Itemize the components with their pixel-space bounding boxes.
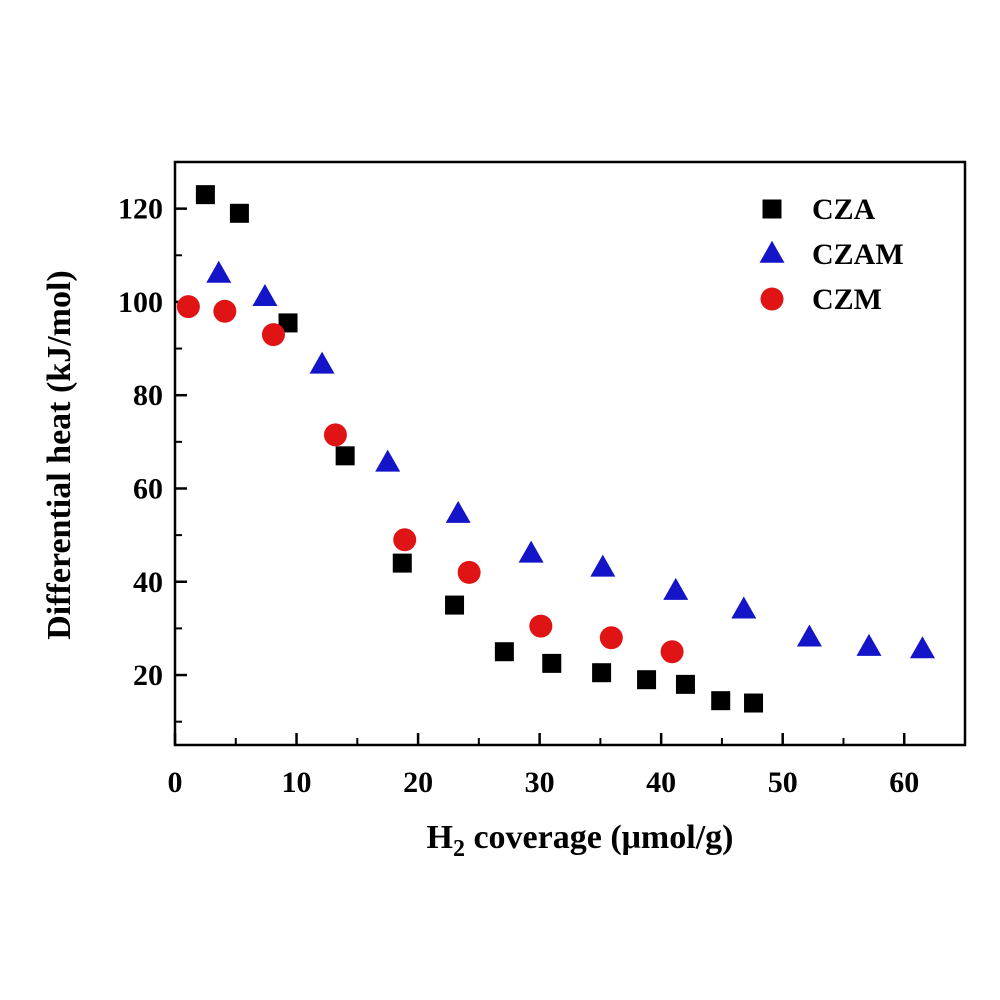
y-tick-label: 40 <box>133 566 163 599</box>
czam-point <box>445 500 471 523</box>
x-tick-label: 60 <box>889 766 919 799</box>
legend-label-cza: CZA <box>812 193 876 226</box>
czm-point <box>323 423 347 447</box>
x-axis: 0 10 20 30 40 50 60 <box>168 733 919 799</box>
czam-point <box>909 636 935 659</box>
cza-point <box>711 691 731 711</box>
x-tick-label: 20 <box>403 766 433 799</box>
czam-point <box>663 577 689 600</box>
czm-point <box>457 560 481 584</box>
x-axis-title: H2 coverage (μmol/g) <box>427 819 734 862</box>
cza-point <box>445 595 465 615</box>
czm-point <box>176 295 200 319</box>
czam-point <box>796 624 822 647</box>
czm-point <box>261 323 285 347</box>
y-tick-label: 60 <box>133 472 163 505</box>
legend-marker-cza <box>762 199 782 219</box>
czam-point <box>856 633 882 656</box>
legend: CZA CZAM CZM <box>759 193 904 316</box>
cza-point <box>392 553 412 573</box>
czam-point <box>252 284 278 307</box>
data-points <box>176 185 935 713</box>
series-cza <box>195 185 764 713</box>
x-tick-label: 0 <box>168 766 183 799</box>
legend-label-czm: CZM <box>812 283 882 316</box>
cza-point <box>195 185 215 205</box>
y-axis-title: Differential heat (kJ/mol) <box>41 270 78 640</box>
x-tick-label: 50 <box>768 766 798 799</box>
cza-point <box>744 693 764 713</box>
legend-label-czam: CZAM <box>812 238 904 271</box>
cza-point <box>335 446 355 466</box>
czam-point <box>206 260 232 283</box>
czam-point <box>309 351 335 374</box>
y-axis: 20 40 60 80 100 120 <box>118 161 187 723</box>
y-tick-label: 120 <box>118 193 163 226</box>
czam-point <box>731 596 757 619</box>
cza-point <box>542 653 562 673</box>
czm-point <box>393 528 417 552</box>
series-czm <box>176 295 684 664</box>
cza-point <box>675 674 695 694</box>
czm-point <box>599 626 623 650</box>
cza-point <box>494 642 514 662</box>
czm-point <box>529 614 553 638</box>
legend-marker-czm <box>760 287 784 311</box>
czam-point <box>375 449 401 472</box>
czam-point <box>518 540 544 563</box>
cza-point <box>229 203 249 223</box>
series-czam <box>206 260 935 659</box>
czm-point <box>213 299 237 323</box>
cza-point <box>592 663 612 683</box>
czm-point <box>660 640 684 664</box>
x-tick-label: 40 <box>646 766 676 799</box>
legend-marker-czam <box>759 240 785 263</box>
x-tick-label: 30 <box>525 766 555 799</box>
cza-point <box>637 670 657 690</box>
x-tick-label: 10 <box>282 766 312 799</box>
y-tick-label: 100 <box>118 286 163 319</box>
cza-point <box>278 313 298 333</box>
y-tick-label: 20 <box>133 659 163 692</box>
plot-frame <box>173 160 967 747</box>
y-tick-label: 80 <box>133 379 163 412</box>
czam-point <box>590 554 616 577</box>
